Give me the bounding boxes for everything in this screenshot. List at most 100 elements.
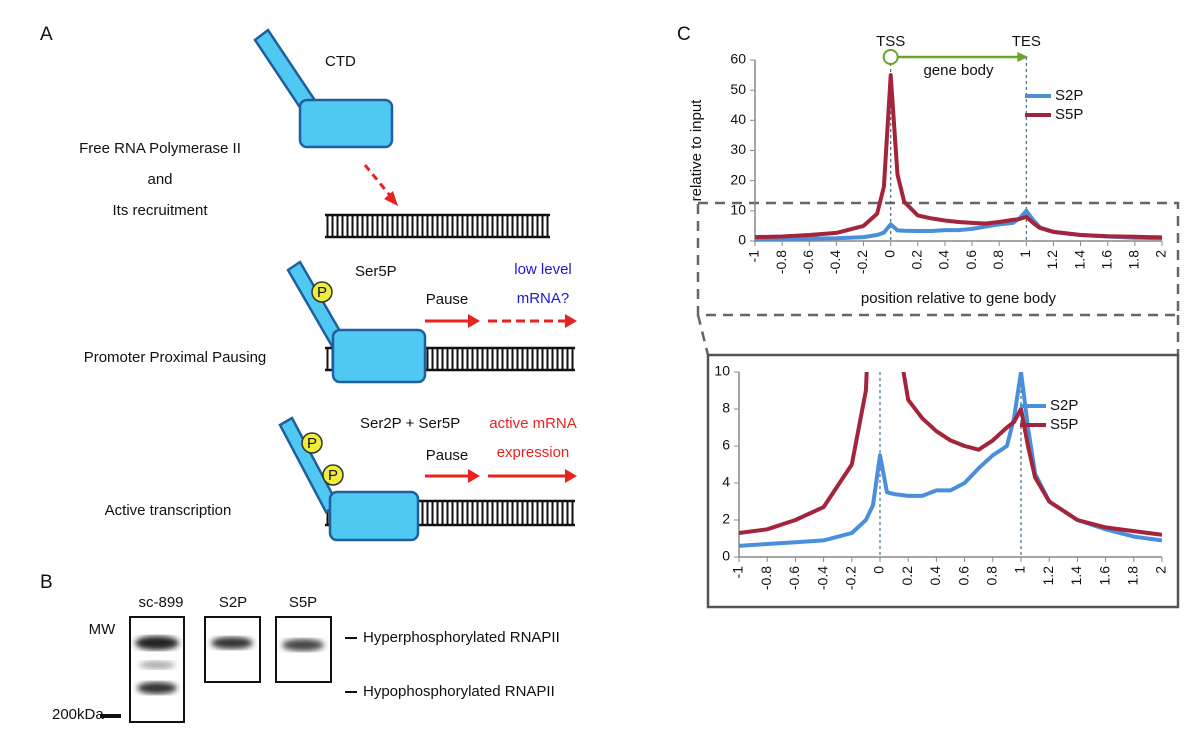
y-tick-label: 50 [730,81,746,97]
x-tick-label: 1.8 [1126,250,1142,270]
x-tick-label: 0 [871,566,887,574]
x-tick-label: 0.4 [927,566,943,586]
x-tick-label: 1.6 [1096,566,1112,586]
label: CTD [325,53,356,70]
zoom-frames [696,201,1180,609]
blot [204,616,261,683]
x-tick-label: 1.6 [1098,250,1114,270]
x-tick-label: -0.4 [827,250,843,274]
x-tick-label: 1.4 [1068,566,1084,586]
label: Hyperphosphorylated RNAPII [363,629,560,646]
panel-a: CTD Free RNA Polymerase II and Its recru… [79,28,577,542]
arrowhead [468,469,480,483]
panel-label: C [677,24,691,45]
label: Active transcription [105,502,232,519]
label: Free RNA Polymerase II [79,140,241,157]
label: Ser2P + Ser5P [360,415,460,432]
band [211,637,253,649]
label: mRNA? [517,290,570,307]
legend-label: S5P [1050,416,1078,433]
x-tick-label: 2 [1153,566,1169,574]
x-tick-label: 1.2 [1044,250,1060,270]
label: P [317,284,327,301]
x-tick-label: 1 [1012,566,1028,574]
y-tick-label: 0 [722,548,730,564]
tss-marker [882,49,899,65]
legend-label: S2P [1055,87,1083,104]
label: Pause [426,291,469,308]
lane-label: sc-899 [138,594,183,611]
legend-label: S2P [1050,397,1078,414]
arrowhead [565,314,577,328]
plot [739,372,1162,548]
x-tick-label: -1 [730,566,746,579]
x-tick-label: 0.8 [990,250,1006,270]
lane-label: S2P [219,594,247,611]
dna [325,213,550,239]
phospho [311,281,333,303]
y-tick-label: 30 [730,141,746,157]
x-tick-label: 0.2 [899,566,915,586]
x-tick-label: 0.6 [963,250,979,270]
y-tick-label: 10 [730,202,746,218]
arrow [363,164,394,199]
polymerase [328,490,420,542]
annotation: TSS [876,33,905,50]
arrowhead [384,191,398,206]
plot [754,73,1163,242]
line-series [739,372,1162,548]
band [139,661,175,669]
y-tick-label: 2 [722,511,730,527]
label: expression [497,444,570,461]
y-tick-label: 10 [714,363,730,379]
x-tick-label: 0.8 [984,566,1000,586]
phospho [322,464,344,486]
x-tick-label: -0.8 [773,250,789,274]
polymerase [298,98,394,149]
y-axis-label: relative to input [688,99,705,202]
arrowhead [565,469,577,483]
band [135,636,179,650]
panel-b: sc-899 S2P S5P MW Hyperphosphorylated RN… [52,594,560,723]
blot [129,616,185,723]
x-tick-label: -0.2 [843,566,859,590]
label: MW [89,621,116,638]
x-tick-label: -0.2 [854,250,870,274]
x-tick-label: 0.2 [909,250,925,270]
band [282,639,324,651]
label: 200kDa [52,706,104,723]
x-tick-label: 0 [881,250,897,258]
x-tick-label: -1 [746,250,762,263]
label: Promoter Proximal Pausing [84,349,267,366]
x-axis-label: position relative to gene body [861,290,1057,307]
x-tick-label: 1.4 [1071,250,1087,270]
x-tick-label: 0.4 [936,250,952,270]
x-tick-label: 1 [1017,250,1033,258]
y-tick-label: 60 [730,51,746,67]
line-series [754,73,1163,240]
y-tick-label: 20 [730,171,746,187]
x-tick-label: 1.2 [1040,566,1056,586]
label: P [328,467,338,484]
legend-label: S5P [1055,106,1083,123]
polymerase [331,328,427,384]
band [137,682,177,694]
x-tick-label: -0.8 [758,566,774,590]
line-series [739,372,1162,537]
label: P [307,435,317,452]
arrow-label: gene body [923,62,994,79]
y-tick-label: 0 [738,232,746,248]
panel-label: B [40,572,53,593]
annotation: TES [1012,33,1041,50]
x-tick-label: 2 [1153,250,1169,258]
label: Pause [426,447,469,464]
y-tick-label: 6 [722,437,730,453]
label: low level [514,261,572,278]
label: active mRNA [489,415,577,432]
x-tick-label: -0.6 [786,566,802,590]
x-tick-label: 0.6 [955,566,971,586]
x-tick-label: -0.4 [814,566,830,590]
label: and [147,171,172,188]
y-tick-label: 4 [722,474,730,490]
